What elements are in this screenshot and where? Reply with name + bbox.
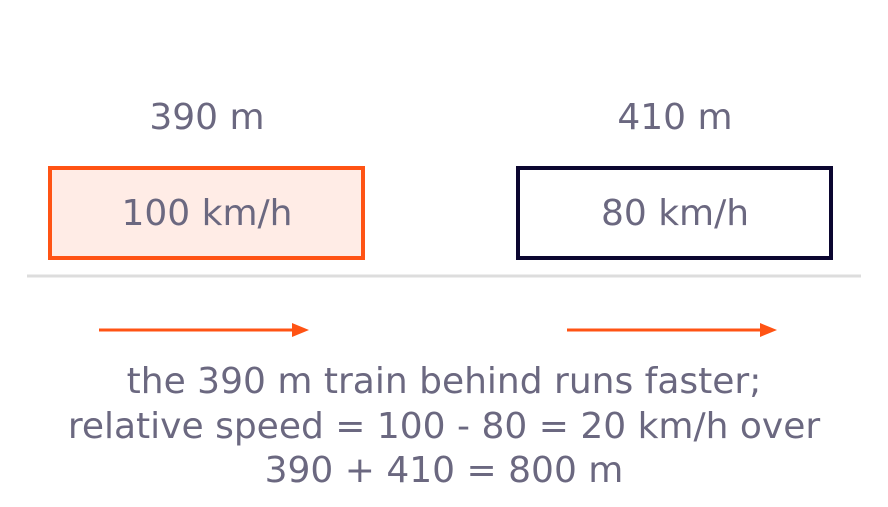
arrow-head xyxy=(760,323,777,337)
train-speed: 80 km/h xyxy=(601,193,749,234)
train-speed: 100 km/h xyxy=(121,193,292,234)
caption: the 390 m train behind runs faster; xyxy=(127,361,762,402)
train-box xyxy=(48,166,365,260)
train-box xyxy=(516,166,833,260)
arrow-head xyxy=(292,323,309,337)
train-length: 390 m xyxy=(149,97,264,138)
caption: relative speed = 100 - 80 = 20 km/h over xyxy=(68,406,821,447)
train-length: 410 m xyxy=(617,97,732,138)
caption: 390 + 410 = 800 m xyxy=(265,450,624,491)
